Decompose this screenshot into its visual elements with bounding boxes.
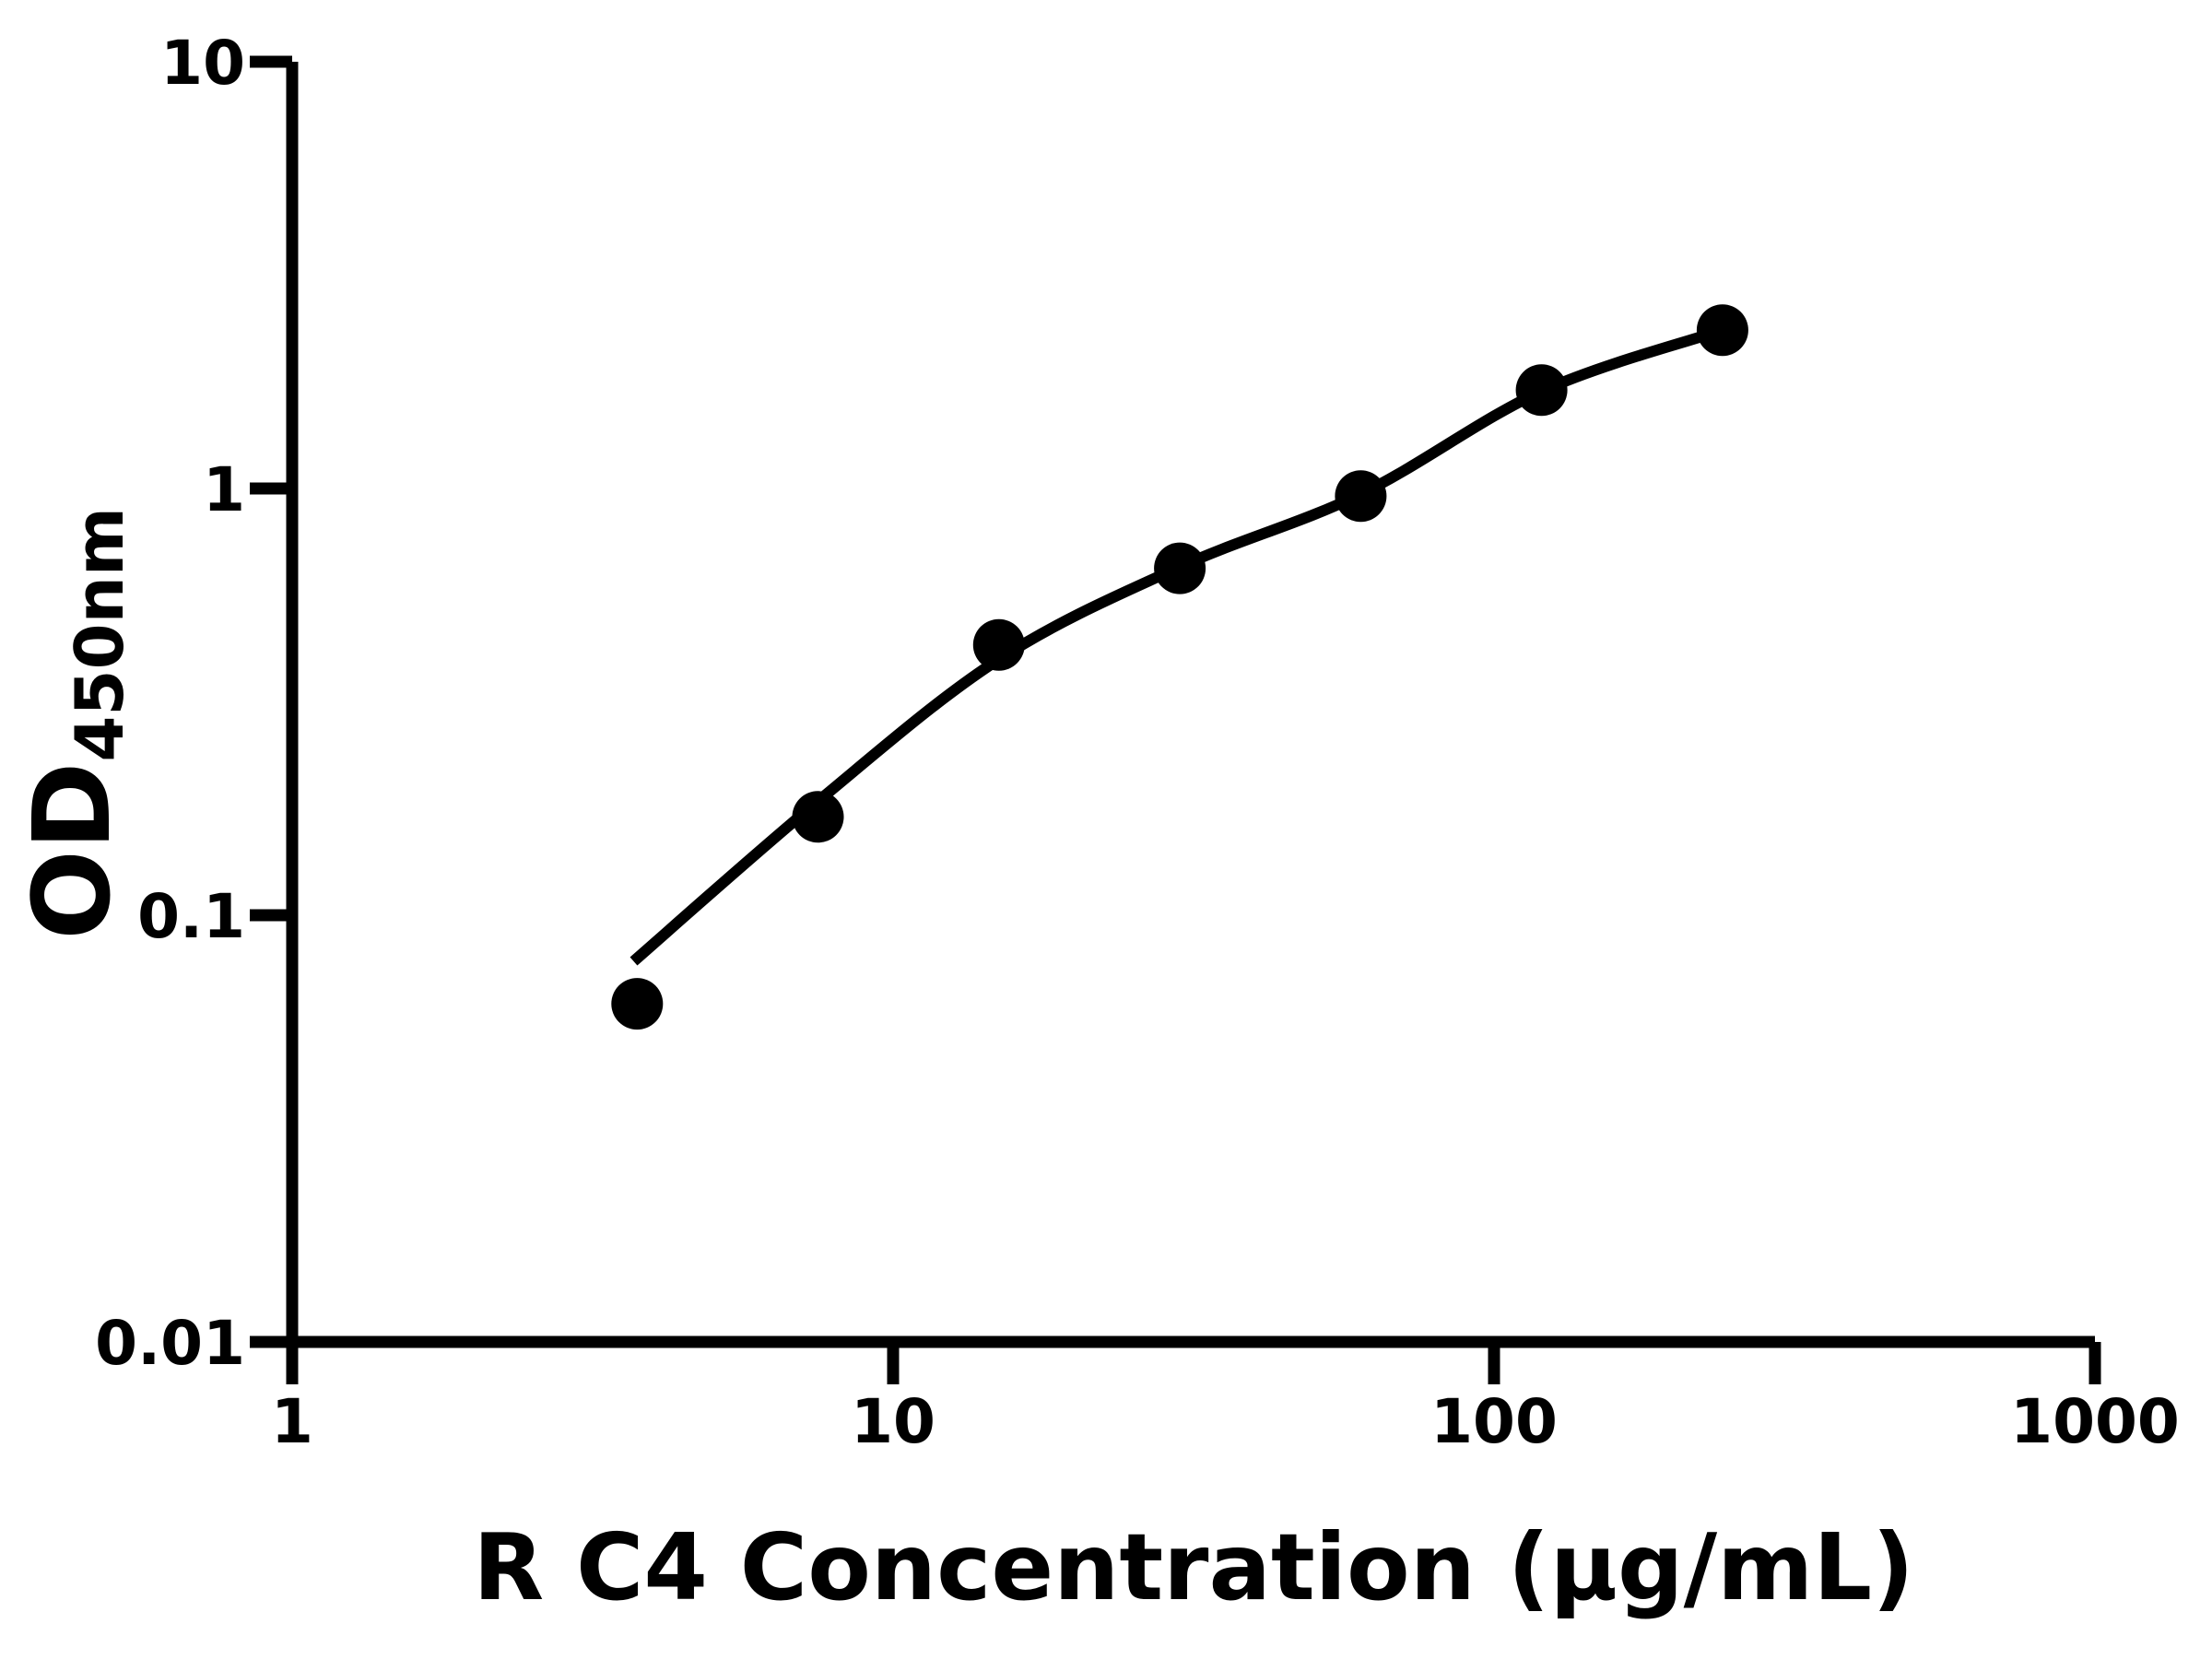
x-tick-label: 1000 xyxy=(2010,1386,2180,1457)
fit-curve-line xyxy=(629,324,1724,966)
x-tick-label: 100 xyxy=(1430,1386,1558,1457)
tick-layer xyxy=(250,55,2101,1384)
y-tick-label: 10 xyxy=(160,28,245,99)
y-tick-label: 0.1 xyxy=(137,881,245,952)
fit-curve-layer xyxy=(629,324,1724,966)
data-point xyxy=(972,618,1025,671)
data-point xyxy=(1515,364,1568,417)
y-tick-label: 1 xyxy=(203,454,245,525)
axis-spines xyxy=(286,62,2095,1348)
y-tick-label: 0.01 xyxy=(95,1308,245,1379)
data-point xyxy=(1154,542,1206,594)
y-axis-title-subscript: 450nm xyxy=(61,507,138,762)
x-axis-title: R C4 Concentration (µg/mL) xyxy=(473,1513,1914,1621)
data-point-layer xyxy=(611,304,1748,1030)
x-tick-label: 10 xyxy=(851,1386,935,1457)
data-point xyxy=(1696,304,1748,357)
y-axis-title-main: OD xyxy=(11,762,135,940)
x-tick-label: 1 xyxy=(271,1386,313,1457)
data-point xyxy=(1335,470,1387,523)
data-point xyxy=(792,791,844,843)
y-axis-title: OD450nm xyxy=(11,507,138,940)
tick-label-layer: 1 10 100 1000 10 1 0.1 0.01 xyxy=(95,28,2180,1457)
data-point xyxy=(611,978,664,1030)
